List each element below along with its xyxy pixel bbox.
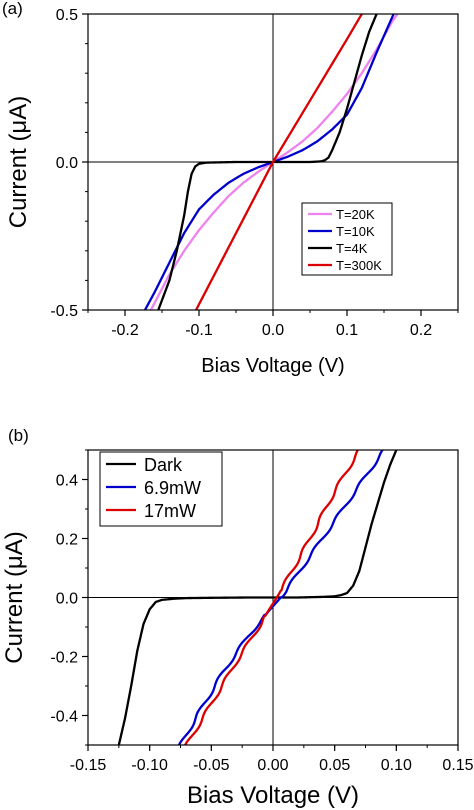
series-line-t-300k xyxy=(195,14,363,310)
y-tick-label: -0.2 xyxy=(50,650,78,667)
legend-label: 17mW xyxy=(144,501,196,521)
x-axis-label: Bias Voltage (V) xyxy=(187,782,359,809)
x-tick-label: 0.05 xyxy=(319,757,350,774)
series-group xyxy=(117,450,398,745)
x-tick-label: -0.15 xyxy=(70,757,107,774)
y-axis-label: Current (μA) xyxy=(1,531,28,664)
y-tick-label: 0.0 xyxy=(56,155,78,172)
series-line-t-10k xyxy=(143,14,395,310)
x-tick-label: 0.1 xyxy=(336,322,358,339)
y-tick-label: 0.0 xyxy=(56,591,78,608)
panel-label: (a) xyxy=(2,0,23,18)
series-line-6-9mw xyxy=(177,450,384,745)
panel-a: -0.2 -0.1 0.0 0.1 0.2 -0.5 0.0 0.5 Bias Voltage … xyxy=(2,0,459,377)
legend-label: T=10K xyxy=(336,224,375,239)
panel-b: -0.15 -0.10 -0.05 0.00 0.05 0.10 0.15 -0.4 -0.2 0… xyxy=(1,426,474,809)
x-tick-label: 0.15 xyxy=(442,757,473,774)
y-tick-label: -0.4 xyxy=(50,709,78,726)
y-tick-label: -0.5 xyxy=(50,303,78,320)
series-group xyxy=(143,14,399,310)
y-tick-label: 0.5 xyxy=(56,7,78,24)
x-tick-label: 0.10 xyxy=(381,757,412,774)
x-tick-label: 0.0 xyxy=(262,322,284,339)
x-tick-label: 0.2 xyxy=(410,322,432,339)
legend-label: T=20K xyxy=(336,207,375,222)
legend: Dark 6.9mW 17mW xyxy=(99,451,223,527)
series-line-dark xyxy=(117,450,398,745)
y-tick-label: 0.2 xyxy=(56,532,78,549)
x-axis-label: Bias Voltage (V) xyxy=(201,355,344,377)
panel-label: (b) xyxy=(8,426,29,445)
series-line-t-20k xyxy=(149,14,399,310)
legend-label: T=4K xyxy=(336,241,368,256)
x-tick-label: -0.05 xyxy=(193,757,230,774)
y-axis-label: Current (μA) xyxy=(5,96,32,229)
x-tick-label: -0.10 xyxy=(131,757,168,774)
x-tick-label: -0.1 xyxy=(185,322,213,339)
x-tick-label: -0.2 xyxy=(111,322,139,339)
legend-label: Dark xyxy=(144,455,183,475)
x-tick-label: 0.00 xyxy=(257,757,288,774)
legend-label: 6.9mW xyxy=(144,478,201,498)
series-line-17mw xyxy=(184,450,359,745)
legend: T=20K T=10K T=4K T=300K xyxy=(301,202,393,276)
legend-label: T=300K xyxy=(336,258,382,273)
y-tick-label: 0.4 xyxy=(56,473,78,490)
